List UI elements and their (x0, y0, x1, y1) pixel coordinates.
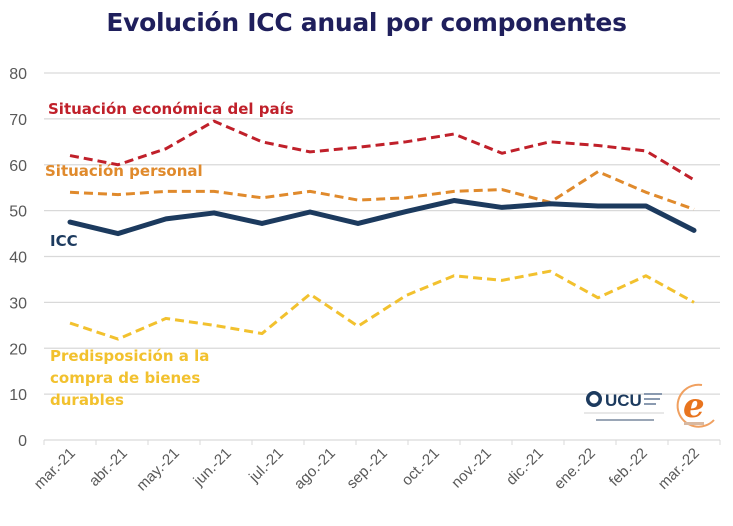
e-logo: e (672, 382, 718, 430)
x-tick-label: jun.-21 (190, 445, 235, 490)
series-line-predisposicion-a-la-compra-de-bienes-durables (69, 269, 695, 341)
y-tick-label: 60 (9, 158, 27, 175)
y-tick-label: 70 (9, 112, 27, 129)
gridlines (44, 72, 720, 395)
y-tick-label: 20 (9, 341, 27, 358)
series-lines (67, 119, 697, 341)
y-tick-label: 10 (9, 387, 27, 404)
x-tick-label: jul.-21 (245, 445, 287, 487)
x-tick-label: ene.-22 (551, 445, 599, 493)
y-tick-label: 40 (9, 250, 27, 267)
x-tick-label: mar.-21 (31, 445, 79, 493)
series-line-icc (67, 198, 697, 237)
series-line-situacion-economica-del-pais (69, 119, 695, 182)
y-tick-label: 80 (9, 66, 27, 83)
ucu-logo: UCU (584, 386, 666, 430)
y-tick-label: 0 (18, 433, 27, 450)
x-tick-label: nov.-21 (448, 445, 495, 492)
series-label-line: Predisposición a la (50, 347, 209, 365)
series-labels: Situación económica del país Situación pe… (45, 100, 294, 409)
x-tick-label: ago.-21 (291, 445, 339, 493)
x-tick-label: mar.-22 (655, 445, 703, 493)
series-label-line: durables (50, 391, 124, 409)
x-tick-label: abr.-21 (86, 445, 131, 490)
x-tick-label: feb.-22 (606, 445, 651, 490)
x-tick-label: may.-21 (133, 445, 183, 495)
series-label-line: compra de bienes (50, 369, 200, 387)
svg-text:e: e (683, 386, 705, 426)
x-tick-label: dic.-21 (503, 445, 547, 489)
series-label: Situación personal (45, 162, 203, 180)
y-axis-ticks: 0 10 20 30 40 50 60 70 80 (9, 66, 27, 450)
y-tick-label: 30 (9, 295, 27, 312)
chart-title: Evolución ICC anual por componentes (106, 8, 627, 37)
series-label: Situación económica del país (48, 100, 294, 118)
series-line-situacion-personal (69, 170, 695, 211)
x-tick-label: sep.-21 (343, 445, 390, 492)
y-tick-label: 50 (9, 204, 27, 221)
x-tick-label: oct.-21 (398, 445, 442, 489)
x-axis: mar.-21 abr.-21 may.-21 jun.-21 jul.-21 ago.-… (31, 439, 721, 495)
series-label: ICC (50, 232, 78, 250)
svg-text:UCU: UCU (605, 391, 642, 410)
series-label: Predisposición a la compra de bienes durab… (50, 347, 209, 409)
